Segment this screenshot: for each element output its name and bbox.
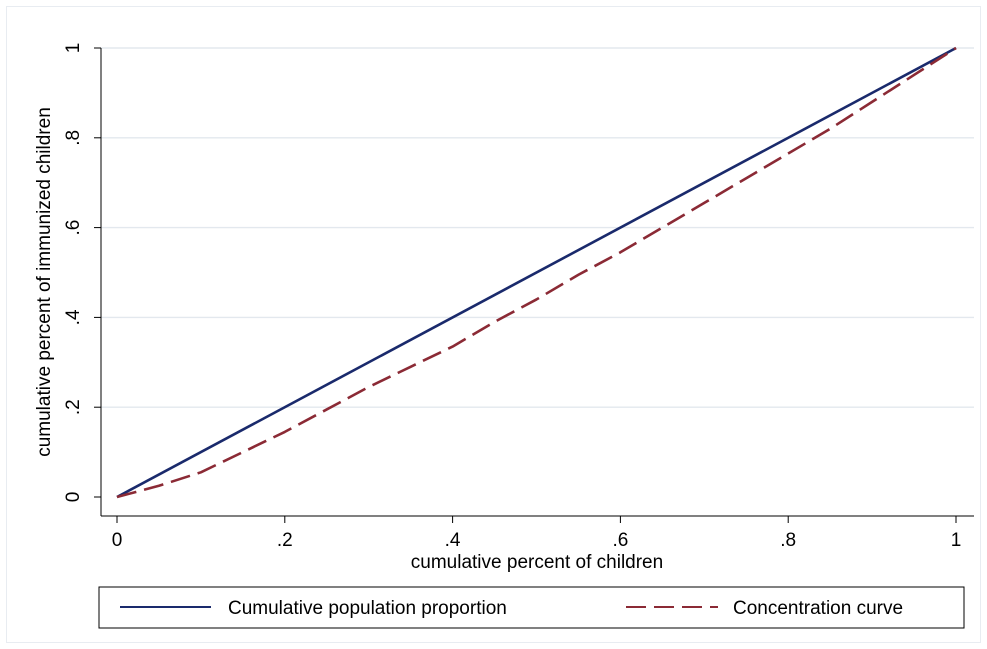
plot-area xyxy=(101,48,974,516)
y-tick-label-4: .8 xyxy=(63,130,84,146)
x-tick-label-2: .4 xyxy=(445,530,461,551)
y-tick-label-2: .4 xyxy=(63,309,84,325)
x-tick-label-0: 0 xyxy=(112,530,123,551)
x-axis-title: cumulative percent of children xyxy=(411,552,663,573)
x-tick-label-4: .8 xyxy=(780,530,796,551)
y-tick-label-5: 1 xyxy=(63,43,84,54)
y-tick-label-3: .6 xyxy=(63,220,84,236)
y-tick-label-1: .2 xyxy=(63,399,84,415)
y-axis-title: cumulative percent of immunized children xyxy=(34,107,55,457)
legend-box xyxy=(98,586,965,629)
y-tick-label-0: 0 xyxy=(63,492,84,503)
legend-label-concentration: Concentration curve xyxy=(733,598,903,619)
series-line-0 xyxy=(116,46,957,499)
x-tick-label-5: 1 xyxy=(951,530,962,551)
axes xyxy=(100,48,974,517)
x-ticks: 0 .2 .4 .6 .8 1 xyxy=(112,516,962,551)
series-line-1 xyxy=(116,46,957,499)
x-tick-label-3: .6 xyxy=(612,530,628,551)
y-ticks: 0 .2 .4 .6 .8 1 xyxy=(63,43,101,503)
series-lines xyxy=(116,46,957,499)
x-tick-label-1: .2 xyxy=(277,530,293,551)
grid-lines xyxy=(101,47,974,408)
legend-label-population: Cumulative population proportion xyxy=(228,598,507,619)
